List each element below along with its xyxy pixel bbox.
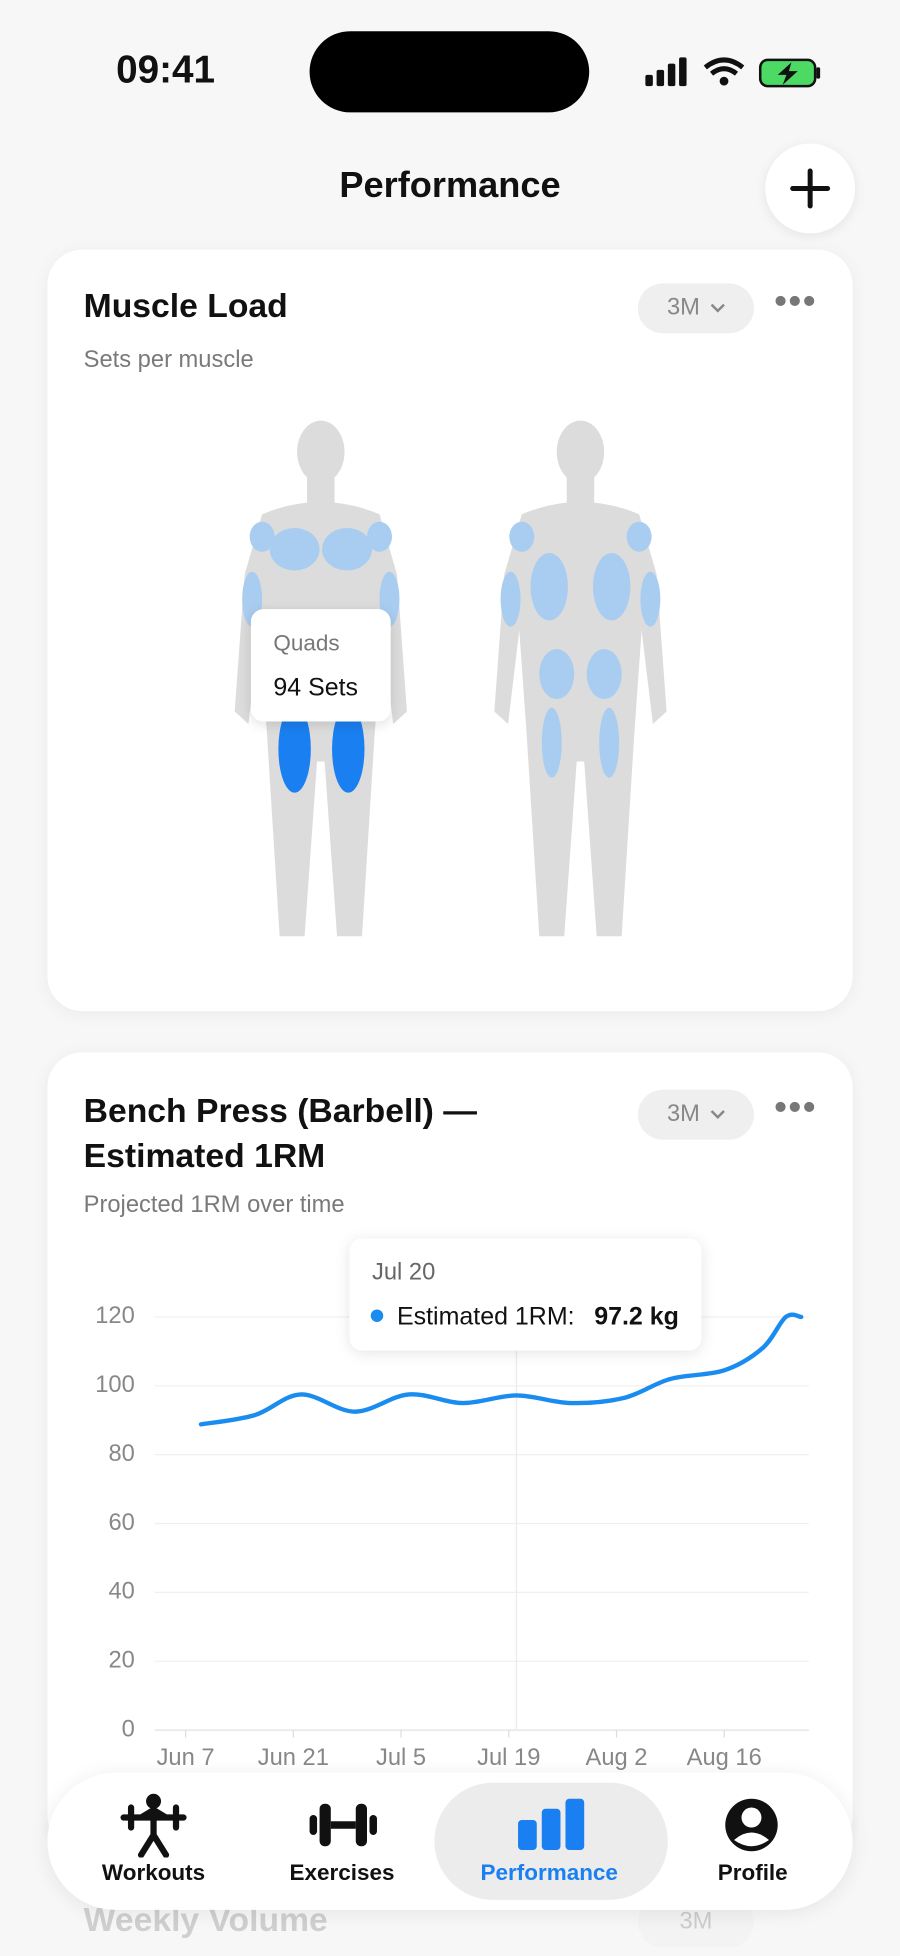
chart-card [47,1052,853,1852]
dynamic-island [309,31,590,113]
tooltip-dot [370,1309,384,1322]
tooltip-muscle: Quads [273,630,340,656]
tooltip-sets: 94 Sets [273,674,359,702]
x-tick-label: Jun 21 [258,1745,329,1771]
tab-profile[interactable]: Profile [717,1859,788,1885]
card-title: Bench Press (Barbell) — [83,1092,477,1130]
status-icons [645,57,821,88]
add-button[interactable] [765,143,856,234]
x-tick-label: Aug 2 [586,1745,648,1771]
range-label: 3M [666,1101,700,1128]
range-label: 3M [679,1908,713,1935]
muscle-card [47,249,853,1012]
tooltip-date: Jul 20 [371,1259,436,1286]
range-selector[interactable]: 3M [637,283,754,334]
tab-performance[interactable]: Performance [480,1859,618,1885]
y-tick-label: 120 [95,1303,135,1329]
card-subtitle: Projected 1RM over time [83,1192,345,1219]
y-tick-label: 40 [108,1579,134,1605]
y-tick-label: 20 [108,1648,134,1674]
range-label: 3M [666,294,700,321]
tooltip-series: Estimated 1RM: [396,1303,575,1331]
y-tick-label: 100 [95,1372,135,1398]
x-tick-label: Jul 5 [376,1745,426,1771]
range-selector[interactable]: 3M [637,1089,754,1140]
muscle-tooltip: Quads 94 Sets [250,609,391,722]
tab-workouts[interactable]: Workouts [101,1859,206,1885]
exercises-icon [309,1803,377,1847]
series-line [198,1312,804,1427]
chart-tooltip: Jul 20 Estimated 1RM: 97.2 kg [349,1238,702,1351]
profile-icon [725,1798,778,1852]
card-title: Muscle Load [83,287,288,325]
more-button[interactable]: ••• [773,280,818,323]
x-tick-label: Aug 16 [687,1745,762,1771]
y-tick-label: 80 [108,1441,134,1467]
x-tick-label: Jul 19 [477,1745,540,1771]
performance-icon [518,1798,585,1850]
workouts-icon [120,1793,187,1858]
page-title: Performance [339,166,561,206]
clock: 09:41 [116,47,216,92]
y-tick-label: 0 [122,1716,135,1742]
more-button[interactable]: ••• [773,1087,818,1129]
tab-exercises[interactable]: Exercises [289,1859,395,1885]
tooltip-value: 97.2 kg [594,1303,679,1331]
card-title: Estimated 1RM [83,1137,326,1175]
x-tick-label: Jun 7 [157,1745,215,1771]
y-tick-label: 60 [108,1510,134,1536]
card-subtitle: Sets per muscle [83,347,254,374]
